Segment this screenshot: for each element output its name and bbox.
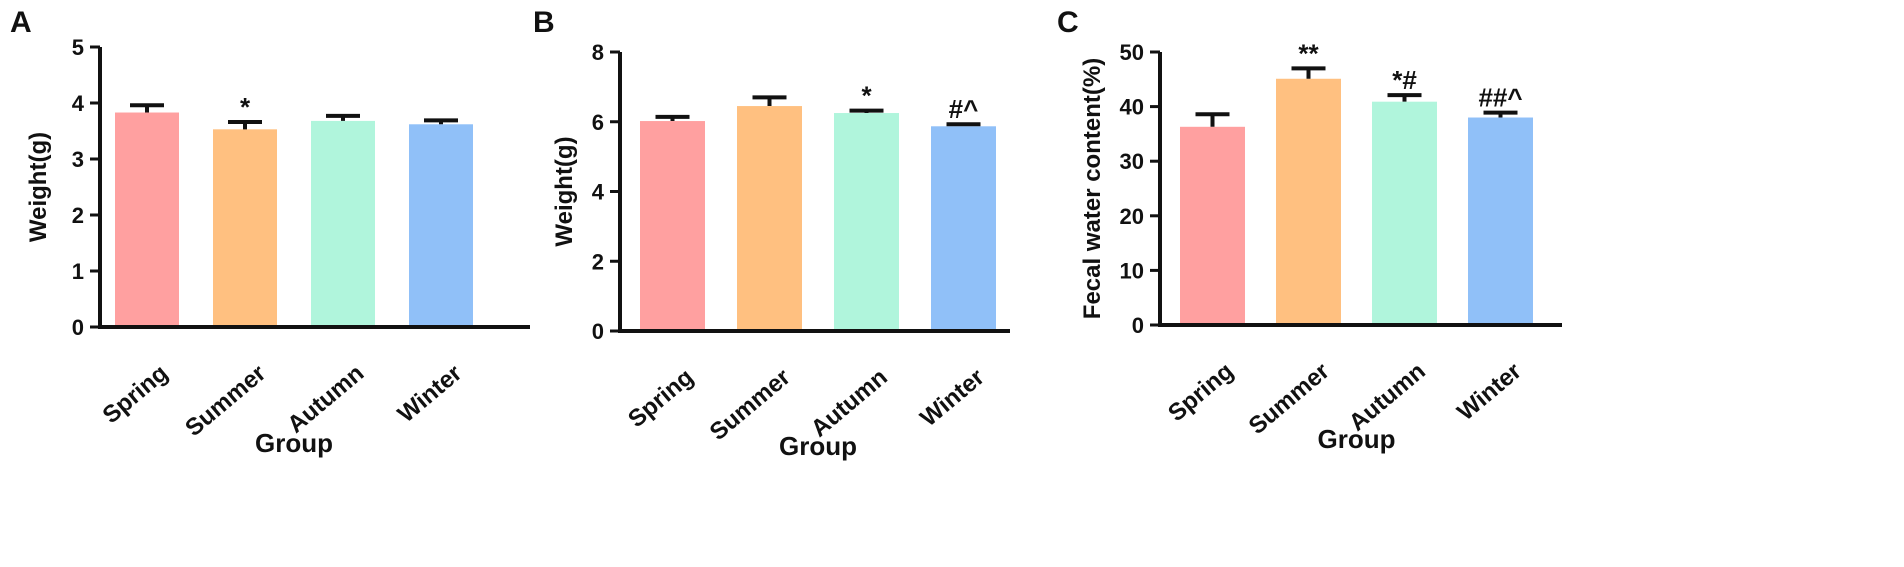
chart2-y-tick-label-30: 30 [1120, 149, 1144, 174]
chart0-y-tick-label-1: 1 [72, 259, 84, 284]
chart0-y-tick-label-4: 4 [72, 91, 85, 116]
chart2-error-bar-summer [1291, 66, 1326, 79]
chart1-sig-autumn: * [861, 81, 872, 111]
chart1-x-axis-title: Group [779, 431, 857, 461]
chart2-error-bar-winter [1483, 110, 1518, 118]
chart1-y-tick-label-8: 8 [592, 40, 604, 65]
chart2-y-tick-label-20: 20 [1120, 204, 1144, 229]
chart0-category-label-autumn: Autumn [282, 360, 369, 439]
chart2-sig-autumn: *# [1392, 65, 1417, 95]
chart1-y-tick-label-0: 0 [592, 319, 604, 344]
chart2-error-bar-spring [1195, 112, 1230, 127]
chart0-y-tick-label-0: 0 [72, 315, 84, 340]
chart2-category-label-winter: Winter [1452, 358, 1526, 427]
chart1-bar-summer [737, 106, 802, 332]
chart0-bar-winter [409, 124, 473, 327]
panel-letter-a: A [10, 6, 32, 39]
chart0-y-tick-label-3: 3 [72, 147, 84, 172]
chart0-error-bar-autumn [326, 113, 360, 121]
chart1-y-axis-title: Weight(g) [551, 136, 578, 246]
chart0-error-bar-summer [228, 120, 262, 130]
chart0-y-tick-label-2: 2 [72, 203, 84, 228]
chart0-error-bar-spring [130, 103, 164, 113]
chart1-y-tick-label-4: 4 [592, 180, 605, 205]
chart0-bar-autumn [311, 120, 375, 327]
chart2-y-tick-label-40: 40 [1120, 95, 1144, 120]
panel-letter-c: C [1057, 6, 1079, 39]
panel-letter-b: B [533, 6, 555, 39]
chart0-error-bar-winter [424, 118, 458, 125]
chart2-bar-spring [1180, 126, 1245, 325]
chart2-y-tick-label-0: 0 [1132, 313, 1144, 338]
chart0-bar-spring [115, 112, 179, 328]
chart1-y-tick-label-2: 2 [592, 249, 604, 274]
chart1-error-bar-spring [655, 114, 690, 122]
chart0-y-tick-label-5: 5 [72, 35, 84, 60]
chart1-y-tick-label-6: 6 [592, 110, 604, 135]
chart2-bar-summer [1276, 78, 1341, 325]
chart0-x-axis-title: Group [255, 428, 333, 458]
chart1-error-bar-autumn [849, 108, 884, 114]
chart2-sig-winter: ##^ [1478, 83, 1522, 113]
chart1-bar-spring [640, 121, 705, 332]
chart2-category-label-spring: Spring [1163, 358, 1239, 428]
chart1-bar-winter [931, 126, 996, 331]
chart1-sig-winter: #^ [949, 94, 979, 124]
chart2-x-axis-title: Group [1318, 424, 1396, 454]
chart0-y-axis-title: Weight(g) [25, 132, 52, 242]
chart2-y-tick-label-10: 10 [1120, 258, 1144, 283]
chart2-bar-autumn [1372, 101, 1437, 325]
chart1-error-bar-winter [946, 122, 981, 127]
chart1-error-bar-summer [752, 95, 787, 107]
chart2-bar-winter [1468, 117, 1533, 326]
chart1-category-label-spring: Spring [623, 364, 699, 434]
chart2-y-tick-label-50: 50 [1120, 40, 1144, 65]
chart0-category-label-winter: Winter [393, 360, 467, 429]
chart1-bar-autumn [834, 113, 899, 331]
chart0-category-label-spring: Spring [98, 360, 174, 430]
chart0-bar-summer [213, 129, 277, 327]
chart2-error-bar-autumn [1387, 93, 1422, 102]
chart2-sig-summer: ** [1298, 38, 1319, 68]
chart1-category-label-winter: Winter [915, 364, 989, 433]
chart0-sig-summer: * [240, 92, 251, 122]
chart2-y-axis-title: Fecal water content(%) [1079, 58, 1106, 319]
